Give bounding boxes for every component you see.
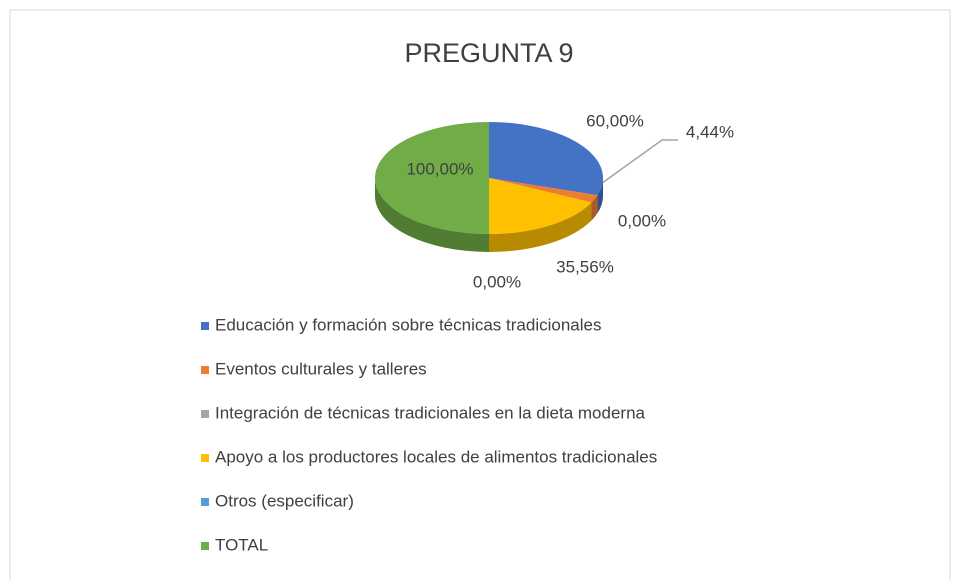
chart-title: PREGUNTA 9: [404, 38, 573, 68]
data-label: 0,00%: [618, 211, 666, 230]
data-label: 100,00%: [406, 159, 473, 178]
legend-label: Apoyo a los productores locales de alime…: [215, 447, 657, 466]
slice-side: [597, 178, 603, 214]
slice-side: [489, 202, 592, 252]
legend-label: Integración de técnicas tradicionales en…: [215, 403, 646, 422]
legend-label: Eventos culturales y talleres: [215, 359, 427, 378]
legend-swatch: [201, 454, 209, 462]
legend-label: Educación y formación sobre técnicas tra…: [215, 315, 601, 334]
legend-swatch: [201, 366, 209, 374]
legend-swatch: [201, 498, 209, 506]
slice-side: [591, 195, 598, 221]
leader-line: [597, 139, 678, 187]
data-label: 60,00%: [586, 111, 644, 130]
legend-swatch: [201, 322, 209, 330]
slice: [489, 178, 592, 234]
slice-side: [375, 178, 489, 252]
chart-frame: [9, 9, 951, 580]
slice: [489, 122, 604, 196]
data-label: 4,44%: [686, 122, 734, 141]
data-label: 0,00%: [473, 272, 521, 291]
legend-swatch: [201, 410, 209, 418]
slice: [375, 122, 489, 234]
legend-swatch: [201, 542, 209, 550]
data-label: 35,56%: [556, 257, 614, 276]
slice: [489, 178, 598, 203]
legend-label: TOTAL: [215, 535, 268, 554]
legend-label: Otros (especificar): [215, 491, 354, 510]
